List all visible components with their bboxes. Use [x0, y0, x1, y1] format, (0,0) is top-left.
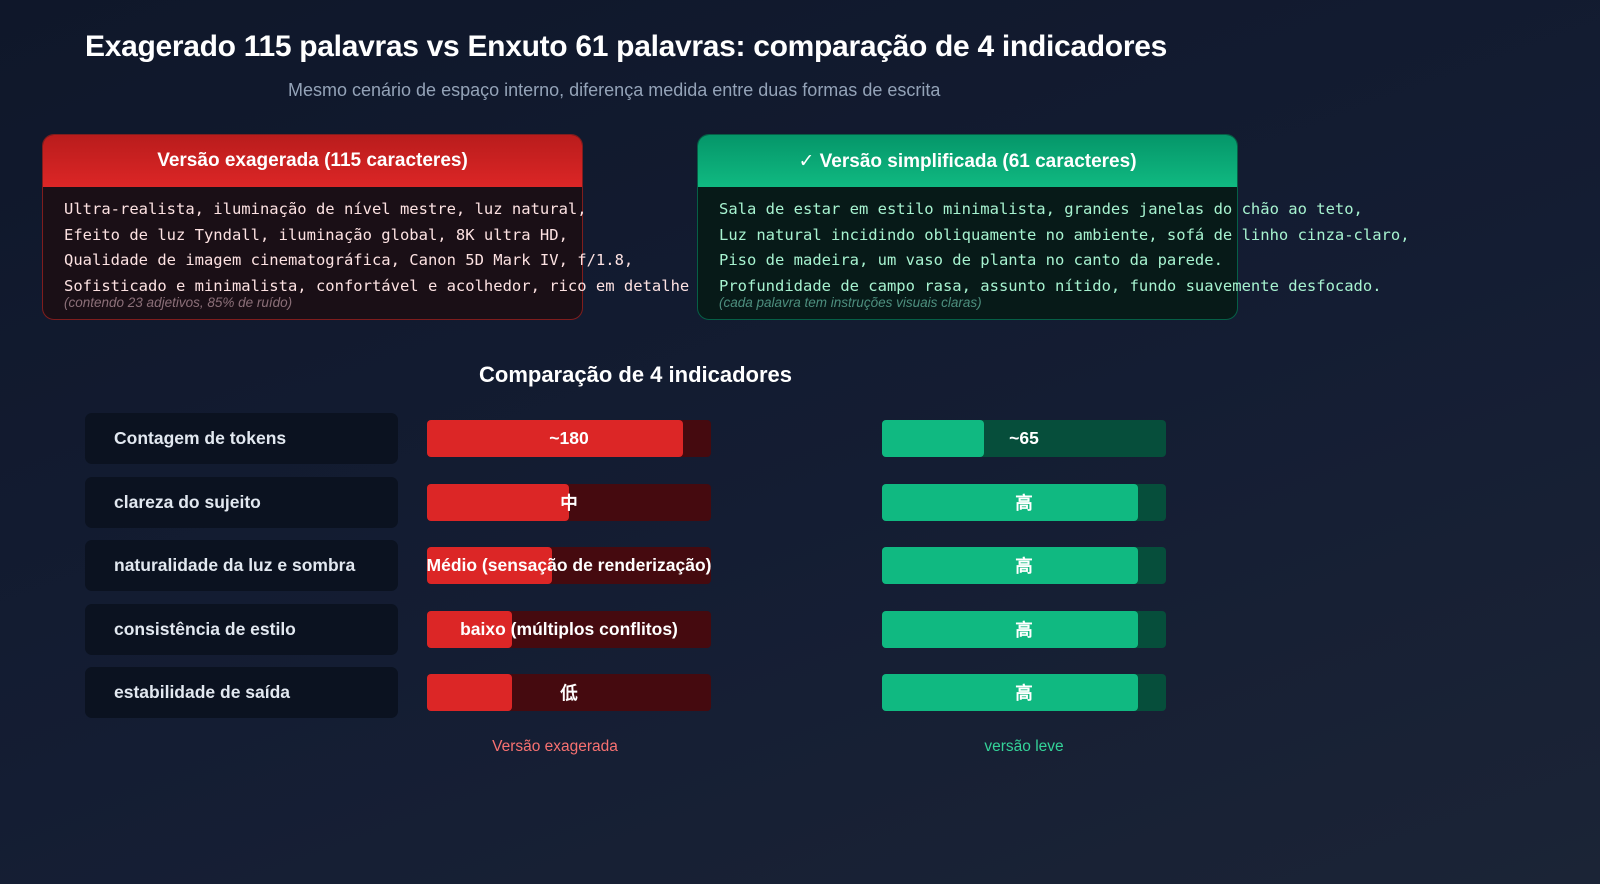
exaggerated-bar-label: Médio (sensação de renderização) — [426, 555, 712, 575]
simplified-version-card: ✓ Versão simplificada (61 caracteres) Sa… — [697, 134, 1410, 320]
exaggerated-card-body: Ultra-realista, iluminação de nível mest… — [43, 187, 690, 310]
comparison-row: naturalidade da luz e sombra Médio (sensa… — [0, 540, 1600, 592]
simplified-bar-label: 高 — [1015, 492, 1033, 513]
page-subtitle: Mesmo cenário de espaço interno, diferen… — [288, 80, 941, 100]
simplified-bar — [882, 547, 1138, 584]
exaggerated-bar — [427, 547, 552, 584]
comparison-row: clareza do sujeito 中 高 — [0, 476, 1600, 529]
legend-simplified: versão leve — [984, 738, 1064, 755]
simplified-card-note: (cada palavra tem instruções visuais cla… — [719, 295, 982, 310]
exaggerated-bar-track: Médio (sensação de renderização) — [427, 547, 711, 584]
simplified-bar-label: 高 — [1015, 556, 1033, 576]
simplified-bar-label: 高 — [1015, 619, 1033, 640]
exaggerated-bar-track: 低 — [427, 674, 711, 711]
comparison-row: Contagem de tokens ~180 ~65 — [0, 413, 1600, 465]
simplified-line: Sala de estar em estilo minimalista, gra… — [719, 200, 1363, 218]
exaggerated-card-title: Versão exagerada (115 caracteres) — [43, 135, 582, 187]
simplified-bar — [882, 483, 1138, 521]
exaggerated-bar-label: baixo (múltiplos conflitos) — [460, 618, 678, 639]
simplified-bar — [882, 610, 1138, 648]
exaggerated-bar — [427, 420, 683, 457]
simplified-bar — [882, 420, 984, 457]
simplified-bar-track: ~65 — [882, 420, 1166, 457]
exaggerated-line: Ultra-realista, iluminação de nível mest… — [64, 200, 587, 218]
metric-label: consistência de estilo — [85, 603, 398, 655]
metric-label: naturalidade da luz e sombra — [85, 540, 398, 591]
simplified-bar-track: 高 — [882, 547, 1166, 584]
simplified-bar-track: 高 — [882, 610, 1166, 648]
simplified-bar-track: 高 — [882, 483, 1166, 521]
legend-exaggerated: Versão exagerada — [492, 738, 618, 755]
exaggerated-bar-track: baixo (múltiplos conflitos) — [427, 610, 711, 648]
exaggerated-line: Efeito de luz Tyndall, iluminação global… — [64, 225, 568, 244]
simplified-bar-label: 高 — [1015, 683, 1033, 703]
exaggerated-bar — [427, 674, 512, 711]
exaggerated-line: Qualidade de imagem cinematográfica, Can… — [64, 251, 634, 269]
exaggerated-bar-track: ~180 — [427, 420, 711, 457]
comparison-row: consistência de estilo baixo (múltiplos c… — [0, 603, 1600, 656]
exaggerated-bar-track: 中 — [427, 483, 711, 521]
exaggerated-bar-label: 低 — [560, 683, 578, 703]
exaggerated-bar — [427, 483, 569, 521]
exaggerated-bar-label: ~180 — [549, 428, 589, 448]
simplified-line: Profundidade de campo rasa, assunto níti… — [719, 276, 1382, 295]
simplified-card-body: Sala de estar em estilo minimalista, gra… — [698, 187, 1410, 310]
simplified-card-title: ✓ Versão simplificada (61 caracteres) — [698, 135, 1237, 187]
metric-label: Contagem de tokens — [85, 413, 398, 464]
metric-label: clareza do sujeito — [85, 476, 398, 528]
simplified-bar-label: ~65 — [1009, 428, 1039, 448]
exaggerated-bar — [427, 610, 512, 648]
simplified-line: Luz natural incidindo obliquamente no am… — [719, 225, 1410, 244]
exaggerated-line: Sofisticado e minimalista, confortável e… — [64, 276, 690, 295]
exaggerated-version-card: Versão exagerada (115 caracteres) Ultra-… — [42, 134, 690, 320]
metric-label: estabilidade de saída — [85, 667, 398, 718]
simplified-bar-track: 高 — [882, 674, 1166, 711]
page-title: Exagerado 115 palavras vs Enxuto 61 pala… — [85, 30, 1167, 63]
comparison-title: Comparação de 4 indicadores — [479, 362, 792, 387]
comparison-row: estabilidade de saída 低 高 — [0, 667, 1600, 719]
exaggerated-bar-label: 中 — [560, 492, 578, 513]
simplified-line: Piso de madeira, um vaso de planta no ca… — [719, 251, 1223, 269]
simplified-bar — [882, 674, 1138, 711]
exaggerated-card-note: (contendo 23 adjetivos, 85% de ruído) — [64, 295, 293, 310]
